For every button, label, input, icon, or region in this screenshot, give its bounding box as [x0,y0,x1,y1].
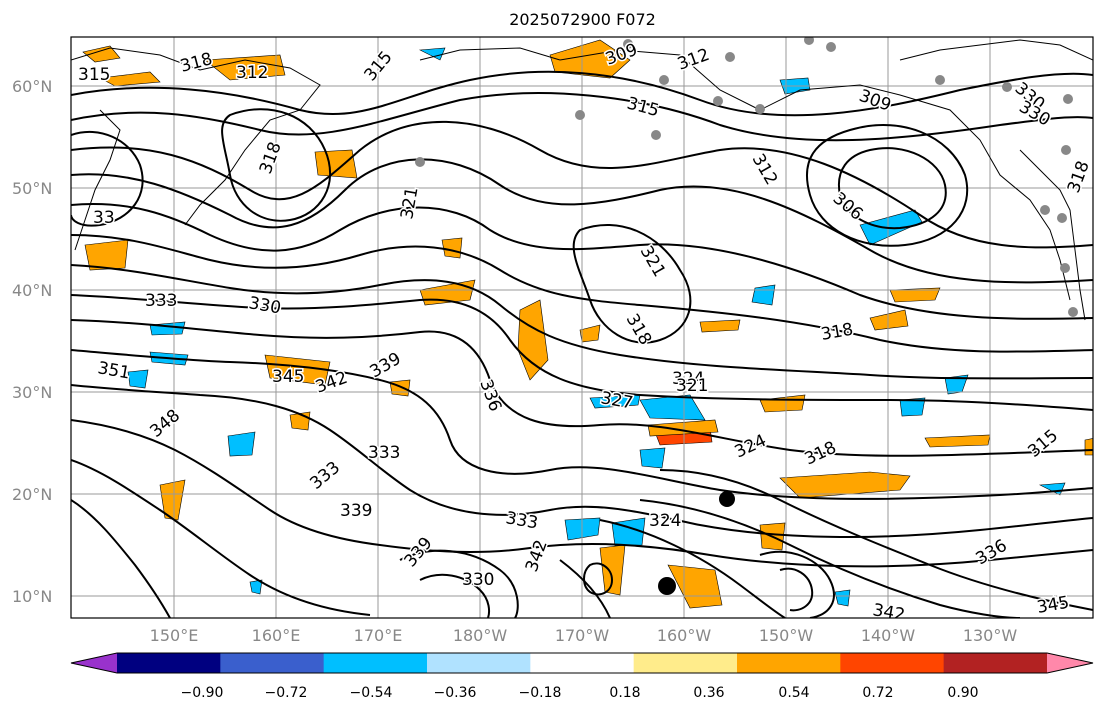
lon-label-170w: 170°W [554,626,610,645]
colorbar-tick-1: −0.72 [264,685,308,701]
colorbar-cell [840,653,945,673]
contour-lines [71,70,1093,618]
lon-label-150e: 150°E [149,626,199,645]
contour-label: 324 [672,369,704,389]
contour-label: 312 [236,63,268,83]
colorbar-extend-low [71,653,117,673]
lat-label-20: 20°N [12,485,53,504]
colorbar-cell [427,653,531,673]
shaded-field-layer [82,39,1093,609]
lon-label-180w: 180°W [452,626,508,645]
contour-label: 342 [871,600,906,625]
contour-label: 333 [504,508,539,533]
colorbar-cell [737,653,841,673]
lon-label-130w: 130°W [962,626,1018,645]
colorbar-tick-0: −0.90 [180,685,224,701]
lon-label-160e: 160°E [251,626,301,645]
colorbar-cell [117,653,221,673]
lon-label-150w: 150°W [758,626,814,645]
colorbar-tick-3: −0.36 [433,685,477,701]
lat-label-30: 30°N [12,383,53,402]
contour-label: 333 [145,291,177,311]
colorbar-cell [220,653,325,673]
lat-label-50: 50°N [12,179,53,198]
storm-markers [658,491,735,595]
station-dots [415,37,1078,317]
colorbar [70,652,1094,674]
colorbar-tick-8: 0.72 [862,685,894,701]
colorbar-tick-9: 0.90 [947,685,979,701]
contour-label: 330 [247,293,282,318]
colorbar-cell [633,653,738,673]
colorbar-tick-7: 0.54 [778,685,810,701]
contour-label: 315 [78,65,110,85]
contour-label: 345 [272,367,304,387]
colorbar-outline [70,652,1094,674]
contour-label: 330 [462,570,494,590]
colorbar-tick-5: 0.18 [609,685,641,701]
map-frame [70,36,1094,619]
colorbar-extend-high [1047,653,1093,673]
colorbar-cell [943,653,1048,673]
contour-label: 321 [676,376,708,396]
contour-label: 333 [368,443,400,463]
contour-label: 324 [649,511,681,531]
colorbar-tick-4: −0.18 [518,685,562,701]
lat-label-60: 60°N [12,77,53,96]
lon-label-160w: 160°W [656,626,712,645]
colorbar-cell [530,653,635,673]
contour-label: 339 [340,501,372,521]
colorbar-tick-2: −0.54 [349,685,393,701]
lon-label-140w: 140°W [860,626,916,645]
contour-label: 33 [93,208,115,228]
lat-label-40: 40°N [12,281,53,300]
lat-label-10: 10°N [12,587,53,606]
colorbar-tick-6: 0.36 [693,685,725,701]
lon-label-170e: 170°E [353,626,403,645]
colorbar-cell [323,653,428,673]
chart-title: 2025072900 F072 [509,10,656,29]
